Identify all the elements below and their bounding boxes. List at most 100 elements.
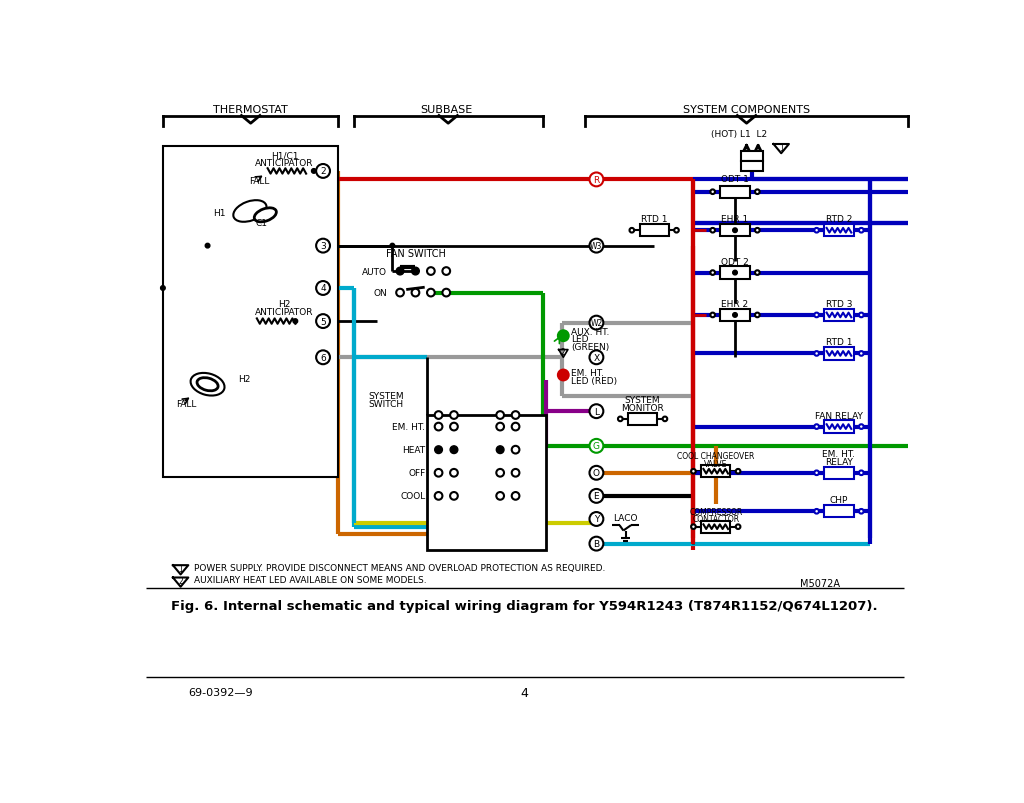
Text: H2: H2 <box>279 300 291 308</box>
Text: COMPRESSOR: COMPRESSOR <box>689 507 742 516</box>
Circle shape <box>442 289 451 297</box>
Circle shape <box>711 229 715 233</box>
Text: CHP: CHP <box>829 495 848 504</box>
Text: ANTICIPATOR: ANTICIPATOR <box>255 159 313 168</box>
Text: SWITCH: SWITCH <box>369 399 403 409</box>
Text: ODT 1: ODT 1 <box>721 175 749 184</box>
Circle shape <box>316 165 330 178</box>
Text: Y: Y <box>594 515 599 524</box>
Circle shape <box>859 352 863 357</box>
Text: 5: 5 <box>321 317 326 326</box>
Circle shape <box>590 405 603 418</box>
Bar <box>741 152 763 161</box>
Circle shape <box>512 446 519 454</box>
Text: H1: H1 <box>213 209 225 218</box>
Circle shape <box>316 239 330 253</box>
Text: OFF: OFF <box>409 469 425 478</box>
Circle shape <box>755 313 760 318</box>
Ellipse shape <box>197 378 218 391</box>
Text: 1: 1 <box>779 144 783 153</box>
Bar <box>163 146 339 477</box>
Text: ANTICIPATOR: ANTICIPATOR <box>255 308 313 316</box>
Circle shape <box>630 229 634 233</box>
Circle shape <box>691 524 695 529</box>
Text: EM. HT.: EM. HT. <box>822 450 855 459</box>
Circle shape <box>396 289 403 297</box>
Circle shape <box>497 469 504 477</box>
Circle shape <box>814 509 819 514</box>
Circle shape <box>316 315 330 328</box>
Circle shape <box>497 412 504 419</box>
Circle shape <box>497 492 504 500</box>
Text: LED (RED): LED (RED) <box>571 377 617 385</box>
Text: RTD 3: RTD 3 <box>825 300 852 308</box>
Circle shape <box>396 268 403 275</box>
Circle shape <box>859 425 863 430</box>
Text: EHR 1: EHR 1 <box>721 215 749 224</box>
Circle shape <box>427 268 435 275</box>
Circle shape <box>497 446 504 454</box>
Bar <box>427 415 547 550</box>
Circle shape <box>316 282 330 296</box>
Circle shape <box>451 412 458 419</box>
Text: M5072A: M5072A <box>801 578 841 588</box>
Ellipse shape <box>233 201 266 222</box>
Circle shape <box>859 471 863 475</box>
Text: H2: H2 <box>239 375 251 384</box>
Text: 2: 2 <box>178 577 183 585</box>
Circle shape <box>755 229 760 233</box>
Bar <box>720 267 750 279</box>
Circle shape <box>390 244 394 249</box>
Text: E: E <box>594 491 599 501</box>
Text: POWER SUPPLY. PROVIDE DISCONNECT MEANS AND OVERLOAD PROTECTION AS REQUIRED.: POWER SUPPLY. PROVIDE DISCONNECT MEANS A… <box>195 563 606 573</box>
Circle shape <box>733 271 737 275</box>
Text: B: B <box>593 540 599 548</box>
Circle shape <box>451 492 458 500</box>
Text: FAN RELAY: FAN RELAY <box>815 411 863 420</box>
Text: FAN SWITCH: FAN SWITCH <box>385 249 445 259</box>
Circle shape <box>711 190 715 195</box>
Text: ODT 2: ODT 2 <box>721 257 749 267</box>
Text: 4: 4 <box>321 284 326 293</box>
Text: (GREEN): (GREEN) <box>571 343 609 352</box>
Text: LED: LED <box>571 335 589 344</box>
Text: AUX. HT.: AUX. HT. <box>571 327 609 336</box>
Bar <box>824 225 854 237</box>
Circle shape <box>497 423 504 431</box>
Circle shape <box>674 229 679 233</box>
Ellipse shape <box>190 373 224 396</box>
Circle shape <box>736 469 740 474</box>
Circle shape <box>590 351 603 365</box>
Text: 1: 1 <box>178 564 183 573</box>
Text: RTD 2: RTD 2 <box>825 215 852 224</box>
Circle shape <box>590 439 603 453</box>
Text: O: O <box>593 469 600 478</box>
Text: SYSTEM: SYSTEM <box>625 396 660 405</box>
Text: C1: C1 <box>255 218 267 228</box>
Text: SYSTEM COMPONENTS: SYSTEM COMPONENTS <box>683 104 810 115</box>
Text: FALL: FALL <box>249 177 269 185</box>
Circle shape <box>590 489 603 503</box>
Circle shape <box>161 287 165 291</box>
Circle shape <box>512 423 519 431</box>
Circle shape <box>435 446 442 454</box>
Circle shape <box>590 239 603 253</box>
Text: COOL: COOL <box>400 491 425 501</box>
Bar <box>824 309 854 322</box>
Text: MONITOR: MONITOR <box>622 403 664 412</box>
Circle shape <box>512 412 519 419</box>
Circle shape <box>293 320 298 324</box>
Circle shape <box>590 537 603 551</box>
Circle shape <box>736 524 740 529</box>
Bar <box>720 225 750 237</box>
Circle shape <box>451 469 458 477</box>
Text: Fig. 6. Internal schematic and typical wiring diagram for Y594R1243 (T874R1152/Q: Fig. 6. Internal schematic and typical w… <box>171 599 879 612</box>
Circle shape <box>691 469 695 474</box>
Text: EHR 2: EHR 2 <box>722 300 749 308</box>
Bar <box>701 466 730 478</box>
Circle shape <box>512 469 519 477</box>
Bar <box>824 421 854 433</box>
Text: CONTACTOR: CONTACTOR <box>692 515 739 524</box>
Circle shape <box>558 370 568 381</box>
Circle shape <box>733 313 737 318</box>
